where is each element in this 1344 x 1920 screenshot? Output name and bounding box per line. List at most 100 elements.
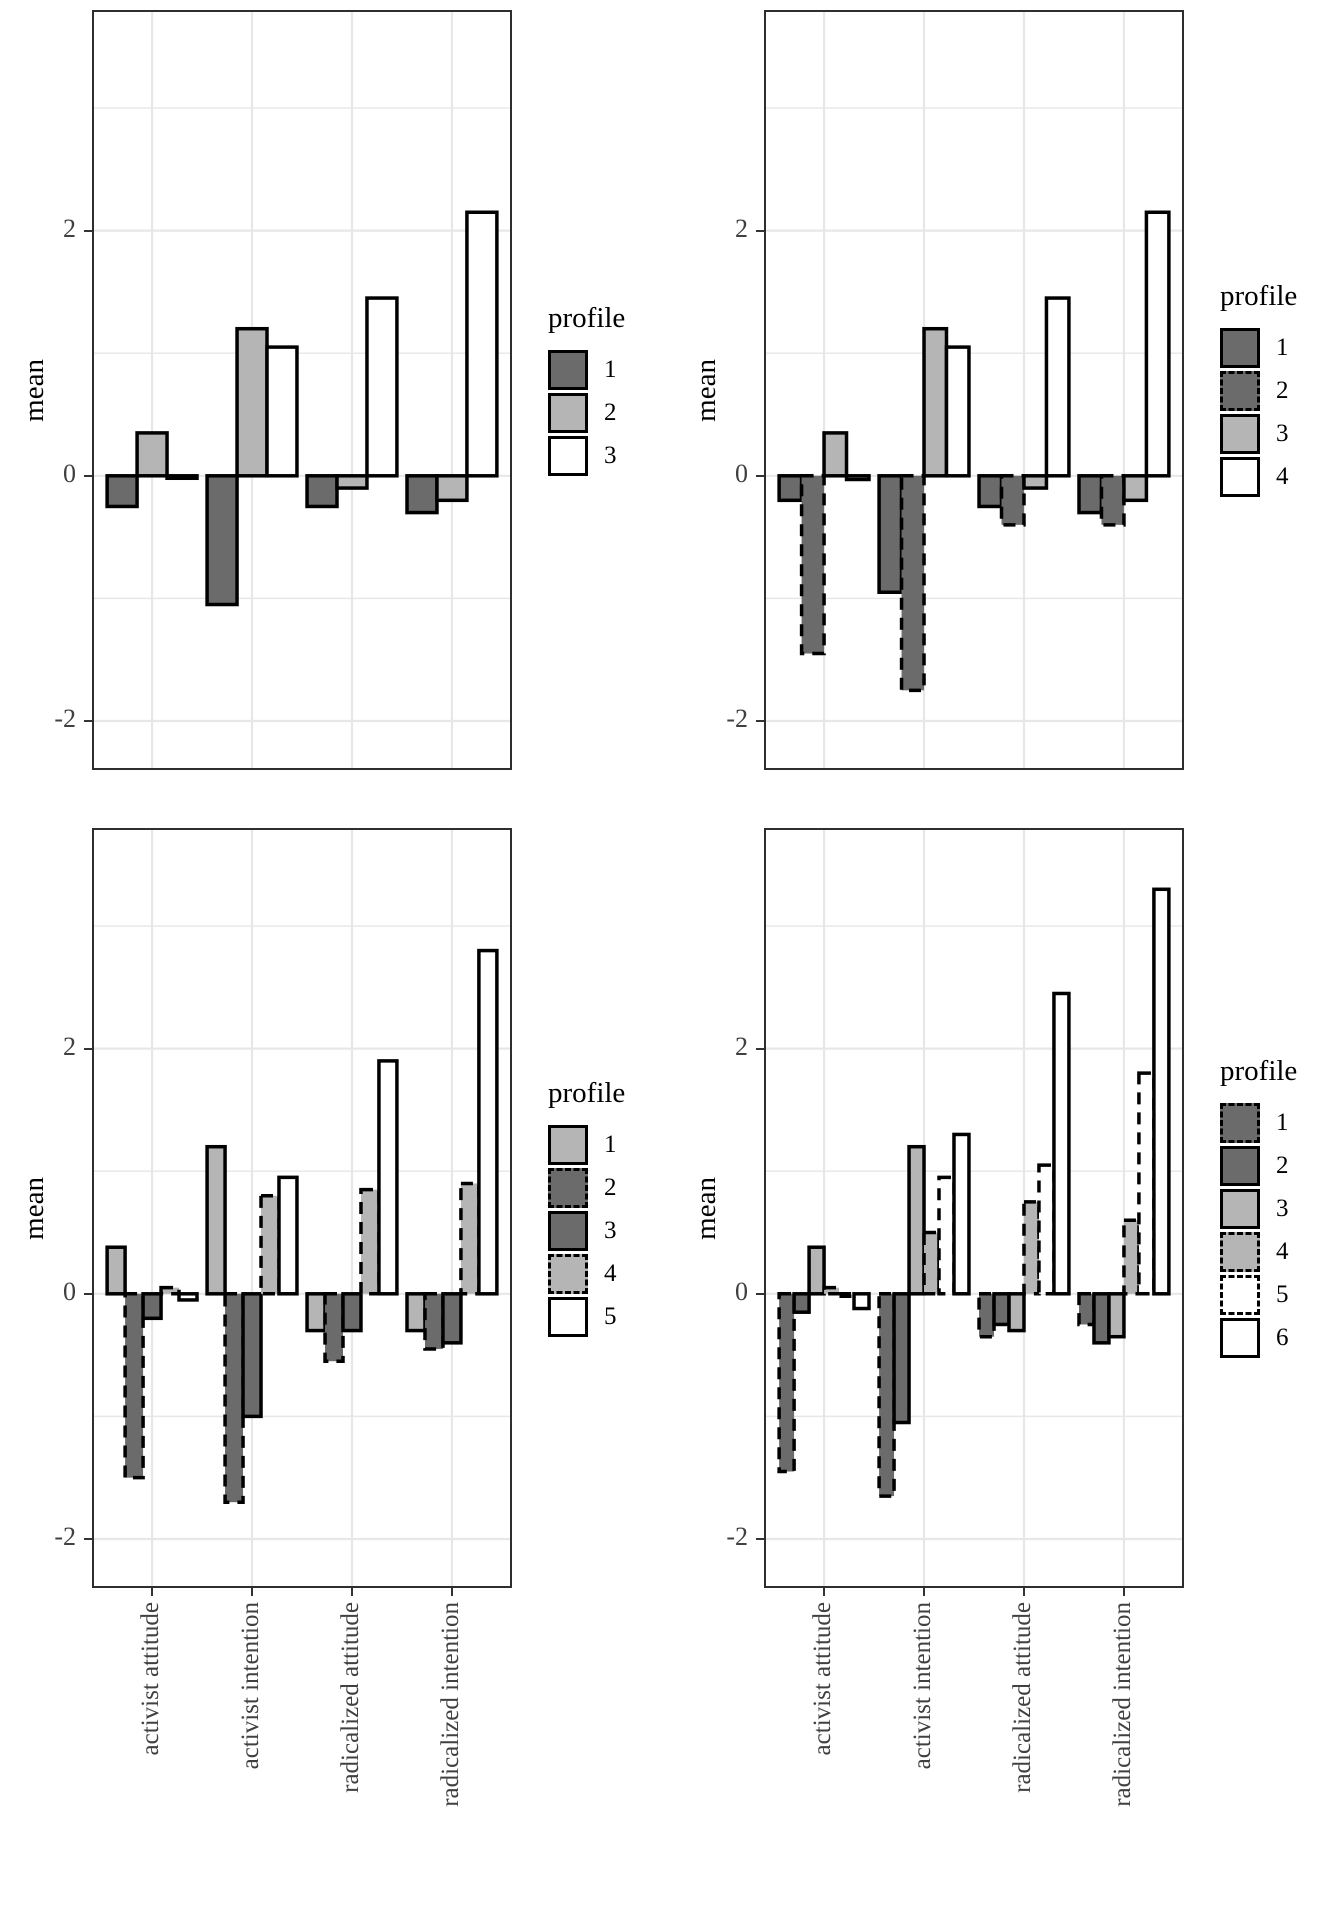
y-tick-label--2: -2 bbox=[726, 1521, 748, 1551]
bar-profile-1-activist-attitude bbox=[777, 474, 804, 503]
chart-cell-top-left: mean profile 1 2 3 2 0 -2 bbox=[0, 0, 672, 790]
bar-profile-4-activist-intention bbox=[259, 1193, 281, 1296]
y-tick-label-2: 2 bbox=[735, 213, 748, 243]
x-axis-label-wrap-2: radicalized attitude bbox=[1009, 1602, 1037, 1798]
bar-profile-2-activist-intention bbox=[892, 1292, 911, 1425]
legend-title: profile bbox=[548, 301, 626, 334]
legend-swatch-profile-3 bbox=[548, 435, 588, 476]
x-axis-label-radicalized-attitude: radicalized attitude bbox=[336, 1602, 364, 1793]
bar-profile-3-radicalized-intention bbox=[1107, 1292, 1126, 1339]
bar-profile-2-radicalized-attitude bbox=[323, 1292, 345, 1363]
legend-key-profile-3: 3 bbox=[1220, 414, 1289, 454]
x-tick-mark-2 bbox=[1022, 1588, 1025, 1596]
y-tick-mark-2 bbox=[756, 1047, 764, 1050]
bar-profile-2-activist-intention bbox=[223, 1292, 245, 1504]
x-axis-label-wrap-3: radicalized intention bbox=[1109, 1602, 1137, 1812]
legend-title: profile bbox=[1220, 280, 1298, 312]
bar-profile-5-activist-attitude bbox=[177, 1292, 199, 1302]
x-axis-label-radicalized-intention: radicalized intention bbox=[436, 1602, 464, 1807]
y-tick-label--2: -2 bbox=[54, 1521, 76, 1551]
legend-key-profile-2: 2 bbox=[1220, 371, 1289, 411]
bar-profile-1-activist-intention bbox=[205, 1144, 227, 1296]
legend-label-profile-2: 2 bbox=[1276, 1152, 1289, 1179]
bar-profile-5-radicalized-attitude bbox=[1037, 1163, 1056, 1296]
y-tick-mark-0 bbox=[84, 474, 92, 477]
legend-key-profile-1: 1 bbox=[1220, 328, 1289, 368]
bar-profile-2-radicalized-attitude bbox=[999, 474, 1026, 527]
legend-label-profile-3: 3 bbox=[604, 1216, 617, 1244]
legend-key-profile-3: 3 bbox=[1220, 1189, 1289, 1229]
legend-key-profile-1: 1 bbox=[548, 349, 617, 390]
bar-profile-2-activist-attitude bbox=[123, 1292, 145, 1480]
legend-title: profile bbox=[548, 1076, 626, 1109]
y-tick-label-2: 2 bbox=[63, 1031, 76, 1061]
bar-profile-1-activist-intention bbox=[877, 474, 904, 595]
legend-keys: 1 2 3 bbox=[548, 347, 617, 479]
legend-swatch-profile-2 bbox=[548, 392, 588, 433]
legend-key-profile-4: 4 bbox=[1220, 457, 1289, 497]
bar-profile-1-radicalized-intention bbox=[1077, 1292, 1096, 1327]
bar-profile-2-activist-attitude bbox=[135, 431, 169, 478]
x-tick-mark-2 bbox=[350, 1588, 353, 1596]
bar-profile-2-radicalized-attitude bbox=[992, 1292, 1011, 1327]
legend-key-profile-2: 2 bbox=[548, 392, 617, 433]
y-tick-label-2: 2 bbox=[63, 213, 76, 243]
y-tick-mark--2 bbox=[84, 1537, 92, 1540]
plot-panel bbox=[92, 828, 512, 1588]
bar-profile-4-radicalized-attitude bbox=[359, 1187, 381, 1296]
x-axis-label-wrap-3: radicalized intention bbox=[437, 1602, 465, 1812]
bar-profile-4-radicalized-intention bbox=[1144, 210, 1171, 478]
bar-profile-4-radicalized-attitude bbox=[1022, 1200, 1041, 1296]
bar-profile-3-radicalized-intention bbox=[1122, 474, 1149, 503]
bar-profile-4-activist-attitude bbox=[822, 1285, 841, 1296]
legend-swatch-profile-2 bbox=[1220, 1146, 1260, 1186]
bar-profile-4-activist-intention bbox=[944, 345, 971, 478]
legend-key-profile-5: 5 bbox=[548, 1296, 617, 1337]
bar-profile-3-activist-attitude bbox=[822, 431, 849, 478]
x-axis-label-radicalized-attitude: radicalized attitude bbox=[1008, 1602, 1036, 1793]
legend-keys: 1 2 3 4 bbox=[1220, 325, 1289, 500]
legend: profile 1 2 3 4 5 bbox=[548, 828, 625, 1588]
chart-cell-bottom-right: mean profile 1 2 3 4 5 6 activist attitude act… bbox=[672, 790, 1344, 1920]
bar-profile-5-radicalized-intention bbox=[1137, 1071, 1156, 1296]
legend-swatch-profile-4 bbox=[1220, 1232, 1260, 1272]
legend-label-profile-1: 1 bbox=[604, 1130, 617, 1158]
legend-swatch-profile-2 bbox=[548, 1167, 588, 1208]
legend-keys: 1 2 3 4 5 6 bbox=[1220, 1100, 1289, 1361]
panel-border bbox=[92, 828, 512, 1588]
legend-swatch-profile-1 bbox=[1220, 328, 1260, 368]
bar-profile-1-activist-intention bbox=[205, 474, 239, 607]
legend: profile 1 2 3 4 bbox=[1220, 10, 1297, 770]
y-tick-label--2: -2 bbox=[726, 703, 748, 733]
bar-profile-3-activist-attitude bbox=[165, 474, 199, 481]
x-axis-label-wrap-0: activist attitude bbox=[809, 1602, 837, 1760]
bar-profile-2-activist-attitude bbox=[792, 1292, 811, 1314]
legend-key-profile-2: 2 bbox=[1220, 1146, 1289, 1186]
bar-profile-5-radicalized-attitude bbox=[377, 1059, 399, 1296]
bar-profile-3-activist-intention bbox=[265, 345, 299, 478]
x-tick-mark-3 bbox=[1122, 1588, 1125, 1596]
legend-swatch-profile-1 bbox=[1220, 1103, 1260, 1143]
legend-swatch-profile-4 bbox=[1220, 457, 1260, 497]
legend: profile 1 2 3 4 5 6 bbox=[1220, 828, 1297, 1588]
bar-profile-4-activist-attitude bbox=[159, 1285, 181, 1296]
bar-profile-3-radicalized-intention bbox=[441, 1292, 463, 1345]
plot-panel bbox=[764, 828, 1184, 1588]
bar-profile-5-radicalized-intention bbox=[477, 948, 499, 1296]
bar-profile-3-radicalized-attitude bbox=[341, 1292, 363, 1333]
y-tick-mark-2 bbox=[84, 229, 92, 232]
legend-swatch-profile-3 bbox=[1220, 414, 1260, 454]
bar-profile-2-activist-intention bbox=[899, 474, 926, 693]
y-tick-mark--2 bbox=[84, 719, 92, 722]
x-tick-mark-0 bbox=[151, 1588, 154, 1596]
bar-profile-1-activist-attitude bbox=[777, 1292, 796, 1474]
y-tick-label-0: 0 bbox=[735, 1276, 748, 1306]
y-axis-title-text: mean bbox=[17, 1176, 50, 1240]
bar-profile-1-radicalized-intention bbox=[1077, 474, 1104, 515]
bar-profile-1-activist-attitude bbox=[105, 474, 139, 509]
legend-key-profile-3: 3 bbox=[548, 435, 617, 476]
bar-profile-2-radicalized-intention bbox=[423, 1292, 445, 1351]
legend: profile 1 2 3 bbox=[548, 10, 625, 770]
legend-label-profile-5: 5 bbox=[1276, 1281, 1289, 1308]
